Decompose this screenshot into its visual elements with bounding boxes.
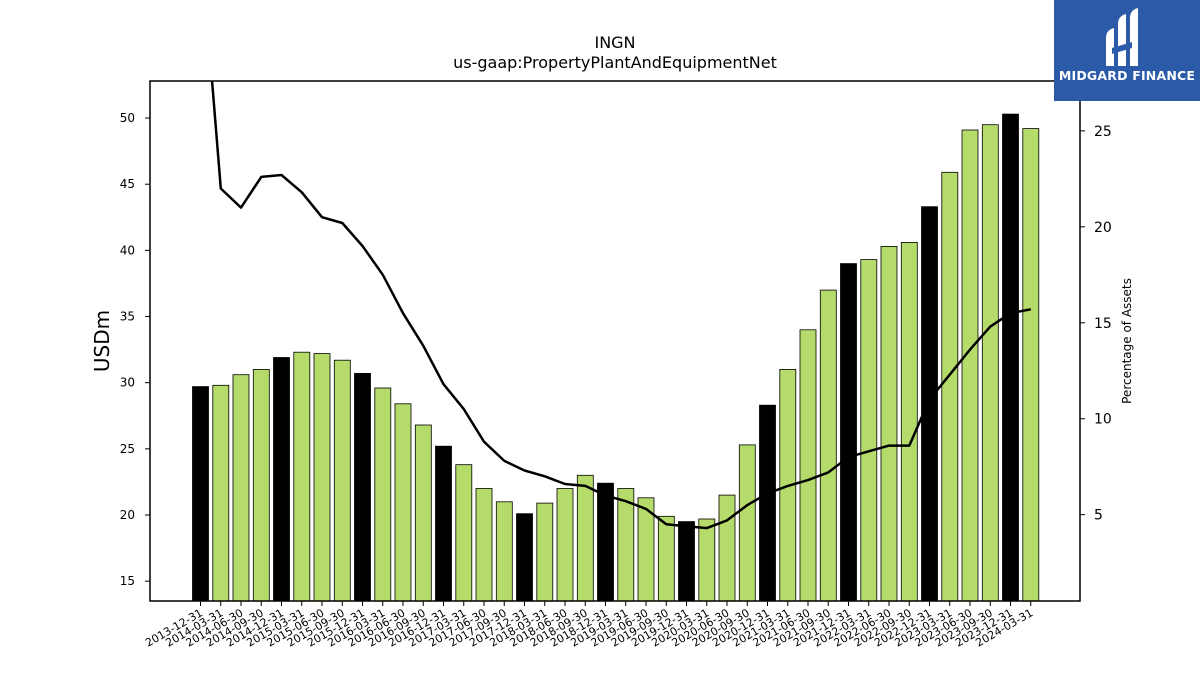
- y-axis-label: USDm: [90, 310, 114, 372]
- y-tick-label: 30: [120, 376, 135, 390]
- y2-tick-label: 5: [1094, 508, 1103, 524]
- bar-2017-09-30: [495, 501, 513, 602]
- bar-2018-03-31: [536, 502, 554, 602]
- y-tick-label: 25: [120, 442, 135, 456]
- bar-2015-06-30: [313, 353, 331, 602]
- y-tick-label: 40: [120, 243, 135, 257]
- y-tick-label: 45: [120, 177, 135, 191]
- plot-frame: [149, 80, 1081, 602]
- logo-text: MIDGARD FINANCE: [1058, 68, 1196, 83]
- bar-2014-12-31: [273, 357, 290, 602]
- bar-2017-03-31: [455, 464, 473, 602]
- bar-2015-03-31: [293, 351, 311, 602]
- midgard-logo-icon: [1106, 8, 1138, 66]
- y2-tick-label: 25: [1094, 124, 1112, 140]
- bar-2019-12-31: [678, 521, 695, 602]
- bar-2020-12-31: [759, 404, 776, 602]
- bar-2014-03-31: [212, 384, 230, 602]
- bar-2019-09-30: [657, 515, 675, 602]
- bar-2021-06-30: [799, 329, 817, 602]
- y2-tick-label: 15: [1094, 316, 1112, 332]
- bar-2020-03-31: [698, 518, 716, 602]
- bar-2022-12-31: [921, 206, 938, 602]
- bar-2020-09-30: [738, 444, 756, 602]
- y2-axis-label: Percentage of Assets: [1120, 278, 1134, 404]
- bar-2016-12-31: [435, 445, 452, 602]
- bar-2017-12-31: [516, 513, 533, 602]
- bar-2018-12-31: [597, 482, 614, 602]
- bar-2023-03-31: [941, 171, 959, 602]
- bar-2016-06-30: [394, 403, 412, 602]
- y-tick-label: 20: [120, 508, 135, 522]
- bar-2022-09-30: [900, 241, 918, 602]
- y2-tick-label: 20: [1094, 220, 1112, 236]
- bar-2018-09-30: [576, 474, 594, 602]
- bar-2017-06-30: [475, 488, 493, 602]
- bar-2015-09-30: [333, 359, 351, 602]
- bar-2023-09-30: [981, 124, 999, 602]
- chart-subtitle: us-gaap:PropertyPlantAndEquipmentNet: [453, 53, 777, 72]
- bar-2022-06-30: [880, 245, 898, 602]
- bar-2023-12-31: [1002, 113, 1019, 602]
- midgard-finance-logo: MIDGARD FINANCE: [1054, 0, 1200, 101]
- bar-2015-12-31: [354, 372, 371, 602]
- y-tick-label: 50: [120, 111, 135, 125]
- bar-2021-12-31: [840, 263, 857, 602]
- bar-2019-03-31: [617, 488, 635, 602]
- bar-2021-09-30: [819, 289, 837, 602]
- bar-2014-06-30: [232, 374, 250, 602]
- y-tick-label: 35: [120, 310, 135, 324]
- y2-tick-label: 10: [1094, 412, 1112, 428]
- bar-2018-06-30: [556, 488, 574, 602]
- bar-2023-06-30: [961, 129, 979, 602]
- bar-2016-03-31: [374, 387, 392, 602]
- bar-2024-03-31: [1022, 128, 1040, 602]
- bar-2016-09-30: [414, 424, 432, 602]
- y-tick-label: 15: [120, 574, 135, 588]
- bar-2013-12-31: [192, 386, 209, 602]
- bar-2014-09-30: [252, 368, 270, 602]
- chart-title: INGN: [594, 33, 636, 52]
- percentage-of-assets-line: [210, 81, 1032, 530]
- bar-2022-03-31: [860, 259, 878, 602]
- bar-2020-06-30: [718, 494, 736, 602]
